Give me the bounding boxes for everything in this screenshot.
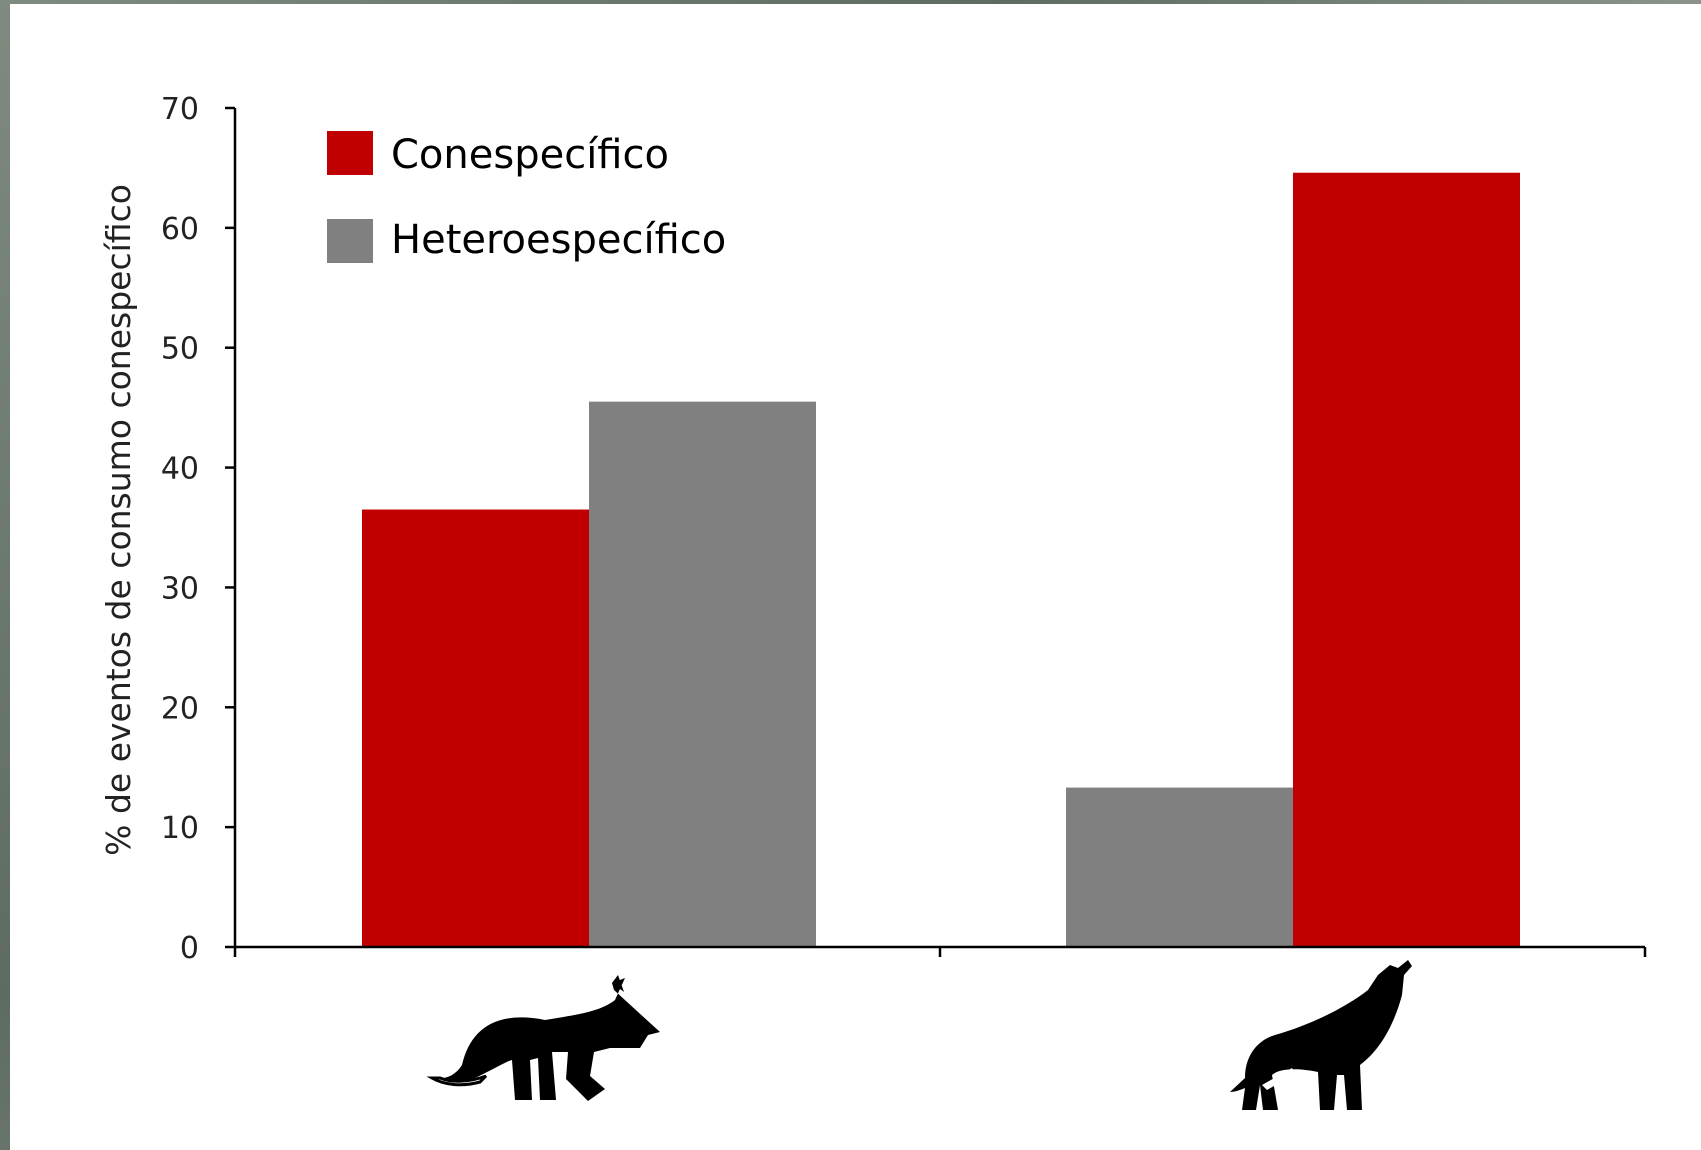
y-tick-label: 60 (161, 212, 199, 247)
legend-label-conespecifico: Conespecífico (391, 132, 669, 178)
bar-fox-heteroespecifico (589, 402, 816, 947)
y-axis-title: % de eventos de consumo conespecífico (99, 184, 138, 856)
legend: Conespecífico Heteroespecífico (327, 131, 726, 263)
bar-fox-conespecifico (362, 510, 589, 947)
y-axis-ticks: 0 10 20 30 40 50 60 70 (161, 92, 235, 966)
y-tick-label: 10 (161, 811, 199, 846)
y-tick-label: 30 (161, 571, 199, 606)
y-tick-label: 40 (161, 452, 199, 487)
y-tick-label: 0 (180, 931, 199, 966)
legend-swatch-heteroespecifico (327, 219, 373, 263)
bar-wolf-heteroespecifico (1066, 788, 1293, 947)
legend-swatch-conespecifico (327, 131, 373, 175)
bar-wolf-conespecifico (1293, 173, 1520, 947)
y-tick-label: 20 (161, 691, 199, 726)
y-tick-label: 70 (161, 92, 199, 127)
y-tick-label: 50 (161, 332, 199, 367)
bars (362, 173, 1520, 947)
howling-wolf-icon (1230, 960, 1412, 1110)
fox-icon (432, 975, 660, 1101)
legend-label-heteroespecifico: Heteroespecífico (391, 217, 726, 263)
